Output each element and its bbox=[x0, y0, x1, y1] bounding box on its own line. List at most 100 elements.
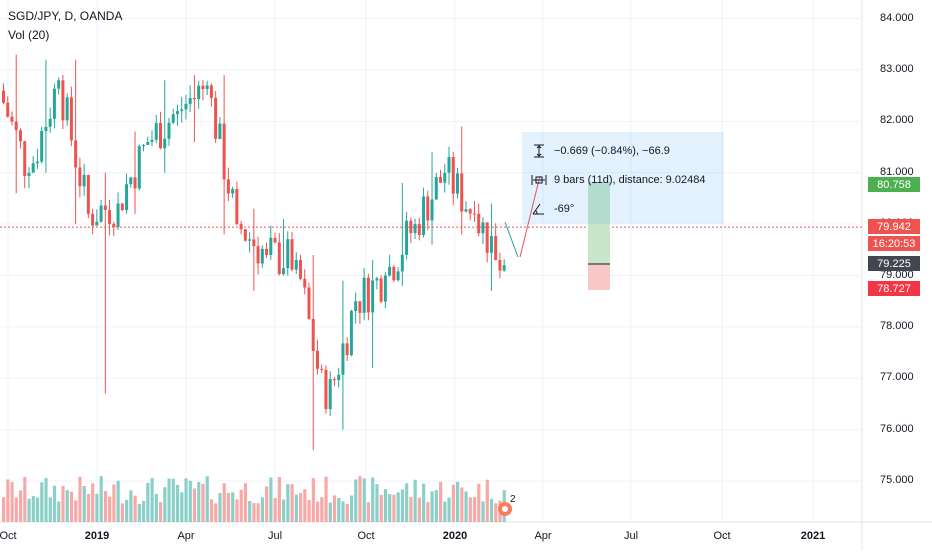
candle-body bbox=[451, 157, 455, 194]
candle-body bbox=[163, 138, 167, 149]
volume-bar bbox=[392, 494, 396, 522]
candle-body bbox=[485, 222, 489, 253]
y-tick-label: 77.000 bbox=[880, 371, 914, 384]
volume-bar bbox=[201, 483, 205, 522]
candle-body bbox=[345, 343, 349, 356]
volume-bar bbox=[324, 476, 328, 522]
candle-body bbox=[477, 213, 481, 234]
candle-body bbox=[315, 350, 319, 369]
candle-body bbox=[129, 177, 133, 185]
volume-bar bbox=[354, 479, 358, 522]
candle-body bbox=[489, 236, 493, 253]
candle-body bbox=[443, 172, 447, 183]
candle-layer bbox=[2, 54, 506, 451]
volume-bar bbox=[78, 476, 82, 522]
volume-bar bbox=[120, 503, 124, 522]
measure-bars-distance: 9 bars (11d), distance: 9.02484 bbox=[554, 174, 706, 186]
volume-bar bbox=[248, 501, 252, 522]
volume-bar bbox=[197, 482, 201, 522]
candle-body bbox=[290, 239, 294, 270]
y-tick-label: 79.000 bbox=[880, 268, 914, 281]
candle-body bbox=[341, 343, 345, 375]
candle-body bbox=[324, 369, 328, 410]
projection-line bbox=[504, 221, 519, 258]
candle-body bbox=[175, 111, 179, 115]
price-range-icon bbox=[534, 144, 544, 158]
x-tick-label: Apr bbox=[177, 530, 195, 542]
volume-bar bbox=[485, 479, 489, 522]
candle-body bbox=[95, 221, 99, 226]
y-tick-label: 81.000 bbox=[880, 165, 914, 178]
volume-bar bbox=[231, 492, 235, 522]
volume-bar bbox=[243, 483, 248, 522]
candle-body bbox=[400, 254, 404, 272]
volume-indicator-title[interactable]: Vol (20) bbox=[8, 28, 50, 42]
candle-body bbox=[434, 177, 438, 200]
candle-body bbox=[14, 121, 18, 131]
candle-body bbox=[154, 123, 158, 140]
volume-bar bbox=[388, 494, 392, 522]
x-tick-label: Oct bbox=[357, 530, 375, 542]
price-tag: 78.727 bbox=[868, 281, 920, 296]
candle-body bbox=[86, 175, 90, 214]
candle-body bbox=[192, 98, 196, 100]
candle-body bbox=[481, 222, 485, 234]
candle-body bbox=[40, 130, 44, 162]
volume-bar bbox=[383, 489, 388, 522]
volume-bar bbox=[477, 483, 481, 522]
measure-price-row: −0.669 (−0.84%), −66.9 bbox=[530, 144, 670, 158]
candle-body bbox=[209, 85, 213, 98]
volume-bar bbox=[146, 482, 150, 522]
candle-body bbox=[426, 196, 430, 221]
volume-bar bbox=[417, 497, 421, 522]
candle-body bbox=[273, 237, 277, 243]
volume-bar bbox=[282, 499, 286, 522]
candle-body bbox=[332, 379, 336, 381]
volume-bar bbox=[286, 484, 290, 522]
angle-icon bbox=[532, 203, 544, 215]
volume-bar bbox=[447, 497, 451, 522]
candle-body bbox=[379, 278, 383, 302]
volume-bar bbox=[214, 503, 218, 522]
volume-bar bbox=[112, 484, 116, 522]
candle-body bbox=[447, 157, 451, 173]
candle-body bbox=[61, 80, 65, 121]
candle-body bbox=[120, 203, 124, 211]
candle-body bbox=[158, 123, 162, 149]
candle-body bbox=[307, 287, 311, 319]
volume-bar bbox=[409, 496, 413, 522]
candle-body bbox=[392, 266, 396, 281]
volume-bar bbox=[52, 485, 57, 522]
volume-bar bbox=[434, 490, 438, 522]
candle-body bbox=[405, 220, 409, 255]
candle-body bbox=[112, 223, 116, 228]
volume-bar bbox=[192, 488, 197, 522]
candle-body bbox=[235, 189, 239, 225]
candle-body bbox=[260, 248, 264, 264]
volume-bar bbox=[345, 503, 349, 522]
candle-body bbox=[494, 236, 498, 261]
volume-bar bbox=[82, 486, 86, 522]
candle-body bbox=[48, 118, 52, 127]
measure-angle-row: -69° bbox=[530, 202, 574, 216]
target-zone bbox=[588, 182, 610, 264]
candle-body bbox=[197, 85, 201, 100]
x-tick-label: Apr bbox=[534, 530, 552, 542]
volume-bar bbox=[2, 497, 6, 522]
candle-body bbox=[286, 239, 290, 269]
candle-body bbox=[269, 237, 273, 255]
candle-body bbox=[142, 144, 146, 147]
candle-body bbox=[133, 177, 137, 189]
candle-body bbox=[27, 172, 31, 176]
symbol-title[interactable]: SGD/JPY, D, OANDA bbox=[8, 9, 123, 23]
volume-bar bbox=[91, 483, 95, 522]
volume-bar bbox=[129, 490, 133, 522]
price-tag: 79.225 bbox=[868, 256, 920, 271]
volume-bar bbox=[481, 501, 485, 522]
volume-bar bbox=[256, 503, 260, 522]
volume-bar bbox=[315, 501, 320, 522]
candle-body bbox=[282, 268, 286, 275]
